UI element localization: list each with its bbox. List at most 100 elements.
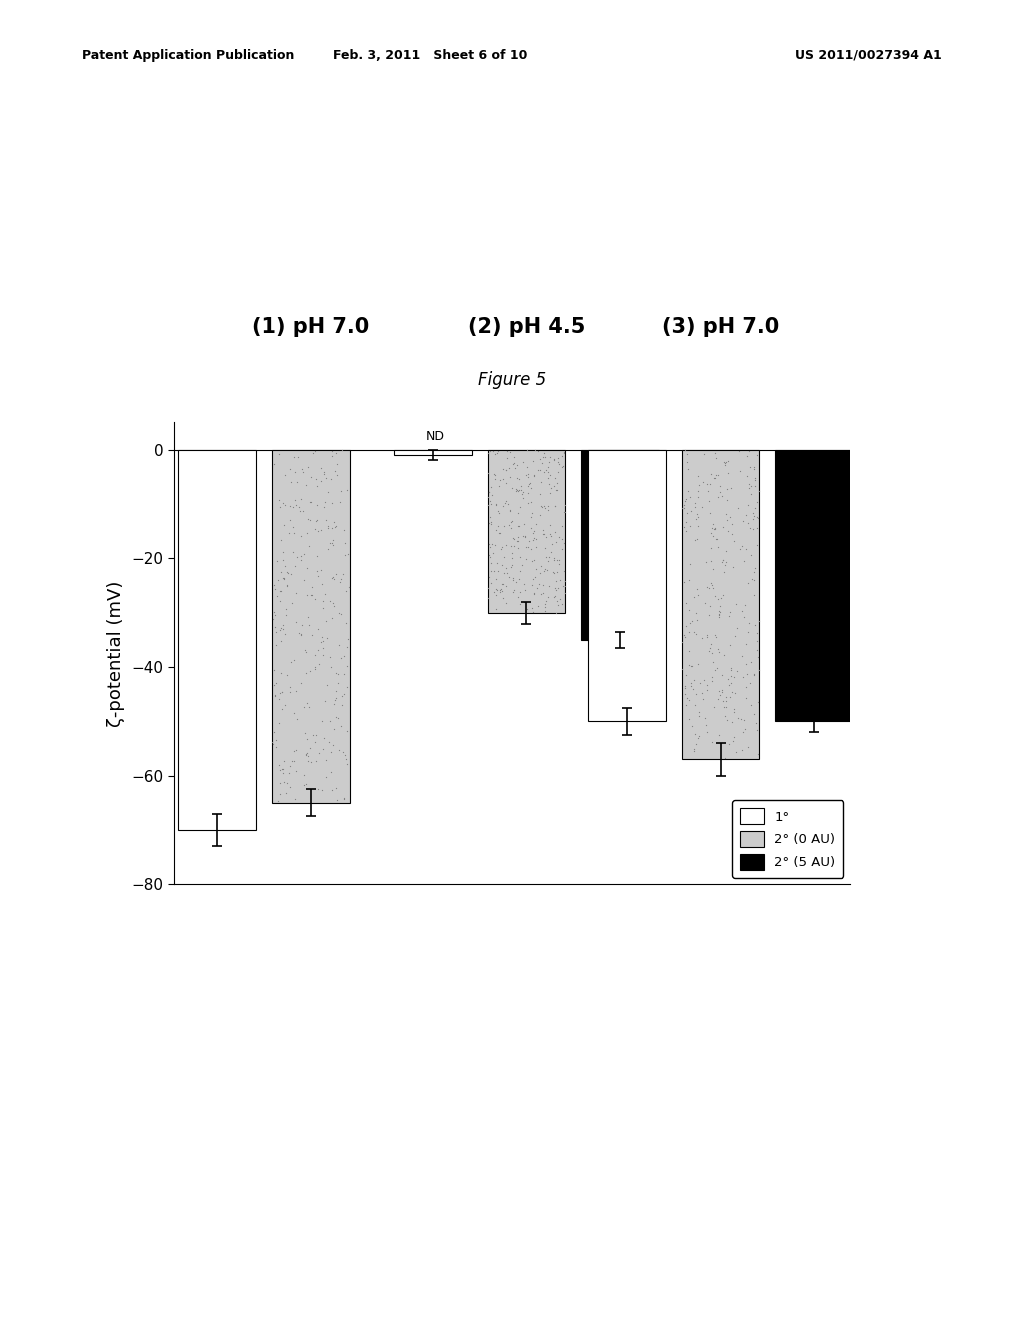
- Point: [336, 788, 352, 809]
- Point: [693, 682, 710, 704]
- Point: [521, 473, 538, 494]
- Point: [325, 535, 341, 556]
- Point: [274, 541, 291, 562]
- Point: [723, 665, 739, 686]
- Point: [517, 579, 534, 601]
- Point: [682, 553, 698, 574]
- Point: [688, 510, 705, 531]
- Point: [516, 527, 532, 548]
- Point: [722, 507, 738, 528]
- Point: [271, 784, 288, 805]
- Point: [506, 451, 522, 473]
- Point: [492, 503, 508, 524]
- Point: [674, 659, 690, 680]
- Point: [269, 585, 286, 606]
- Point: [503, 536, 519, 557]
- Point: [555, 576, 571, 597]
- Point: [502, 500, 518, 521]
- Point: [726, 531, 742, 552]
- Point: [494, 554, 510, 576]
- Point: [681, 515, 697, 536]
- Point: [283, 471, 299, 492]
- Point: [309, 777, 326, 799]
- Point: [315, 590, 332, 611]
- Point: [551, 453, 567, 474]
- Point: [272, 663, 289, 684]
- Point: [522, 517, 539, 539]
- Point: [308, 725, 325, 746]
- Point: [268, 737, 285, 758]
- Point: [309, 561, 326, 582]
- Point: [273, 759, 290, 780]
- Point: [693, 496, 710, 517]
- Point: [548, 570, 564, 591]
- Point: [542, 482, 558, 503]
- Point: [524, 597, 541, 618]
- Point: [689, 516, 706, 537]
- Point: [681, 655, 697, 676]
- Point: [677, 593, 693, 614]
- Point: [310, 618, 327, 639]
- Point: [499, 459, 515, 480]
- Point: [503, 556, 519, 577]
- Point: [719, 709, 735, 730]
- Point: [498, 535, 514, 556]
- Point: [689, 507, 706, 528]
- Point: [295, 697, 311, 718]
- Point: [703, 667, 720, 688]
- Point: [321, 515, 337, 536]
- Point: [537, 594, 553, 615]
- Point: [730, 498, 746, 519]
- Point: [282, 755, 298, 776]
- Point: [312, 632, 329, 653]
- Point: [722, 686, 738, 708]
- Point: [515, 513, 531, 535]
- Point: [532, 495, 549, 516]
- Point: [324, 780, 340, 801]
- Point: [680, 480, 696, 502]
- Point: [280, 772, 296, 793]
- Point: [272, 682, 289, 704]
- Point: [499, 441, 515, 462]
- Point: [700, 577, 717, 598]
- Point: [523, 574, 540, 595]
- Point: [270, 688, 287, 709]
- Point: [746, 506, 763, 527]
- Point: [323, 469, 339, 490]
- Point: [488, 583, 505, 605]
- Point: [296, 774, 312, 795]
- Point: [537, 601, 553, 622]
- Point: [681, 569, 697, 590]
- Point: [493, 539, 509, 560]
- Point: [540, 496, 556, 517]
- Point: [499, 557, 515, 578]
- Point: [297, 639, 313, 660]
- Point: [550, 577, 566, 598]
- Point: [751, 610, 767, 631]
- Point: [498, 591, 514, 612]
- Point: [525, 529, 542, 550]
- Point: [285, 541, 301, 562]
- Point: [304, 725, 321, 746]
- Point: [740, 622, 757, 643]
- Point: [744, 503, 761, 524]
- Point: [537, 558, 553, 579]
- Point: [329, 681, 345, 702]
- Point: [519, 599, 536, 620]
- Point: [302, 738, 318, 759]
- Point: [546, 475, 562, 496]
- Point: [334, 440, 350, 461]
- Point: [517, 465, 534, 486]
- Point: [703, 642, 720, 663]
- Point: [687, 492, 703, 513]
- Point: [487, 495, 504, 516]
- Point: [536, 442, 552, 463]
- Point: [545, 533, 561, 554]
- Point: [504, 543, 520, 564]
- Point: [526, 566, 543, 587]
- Point: [271, 755, 288, 776]
- Point: [751, 660, 767, 681]
- Point: [687, 529, 703, 550]
- Point: [513, 554, 529, 576]
- Point: [532, 471, 549, 492]
